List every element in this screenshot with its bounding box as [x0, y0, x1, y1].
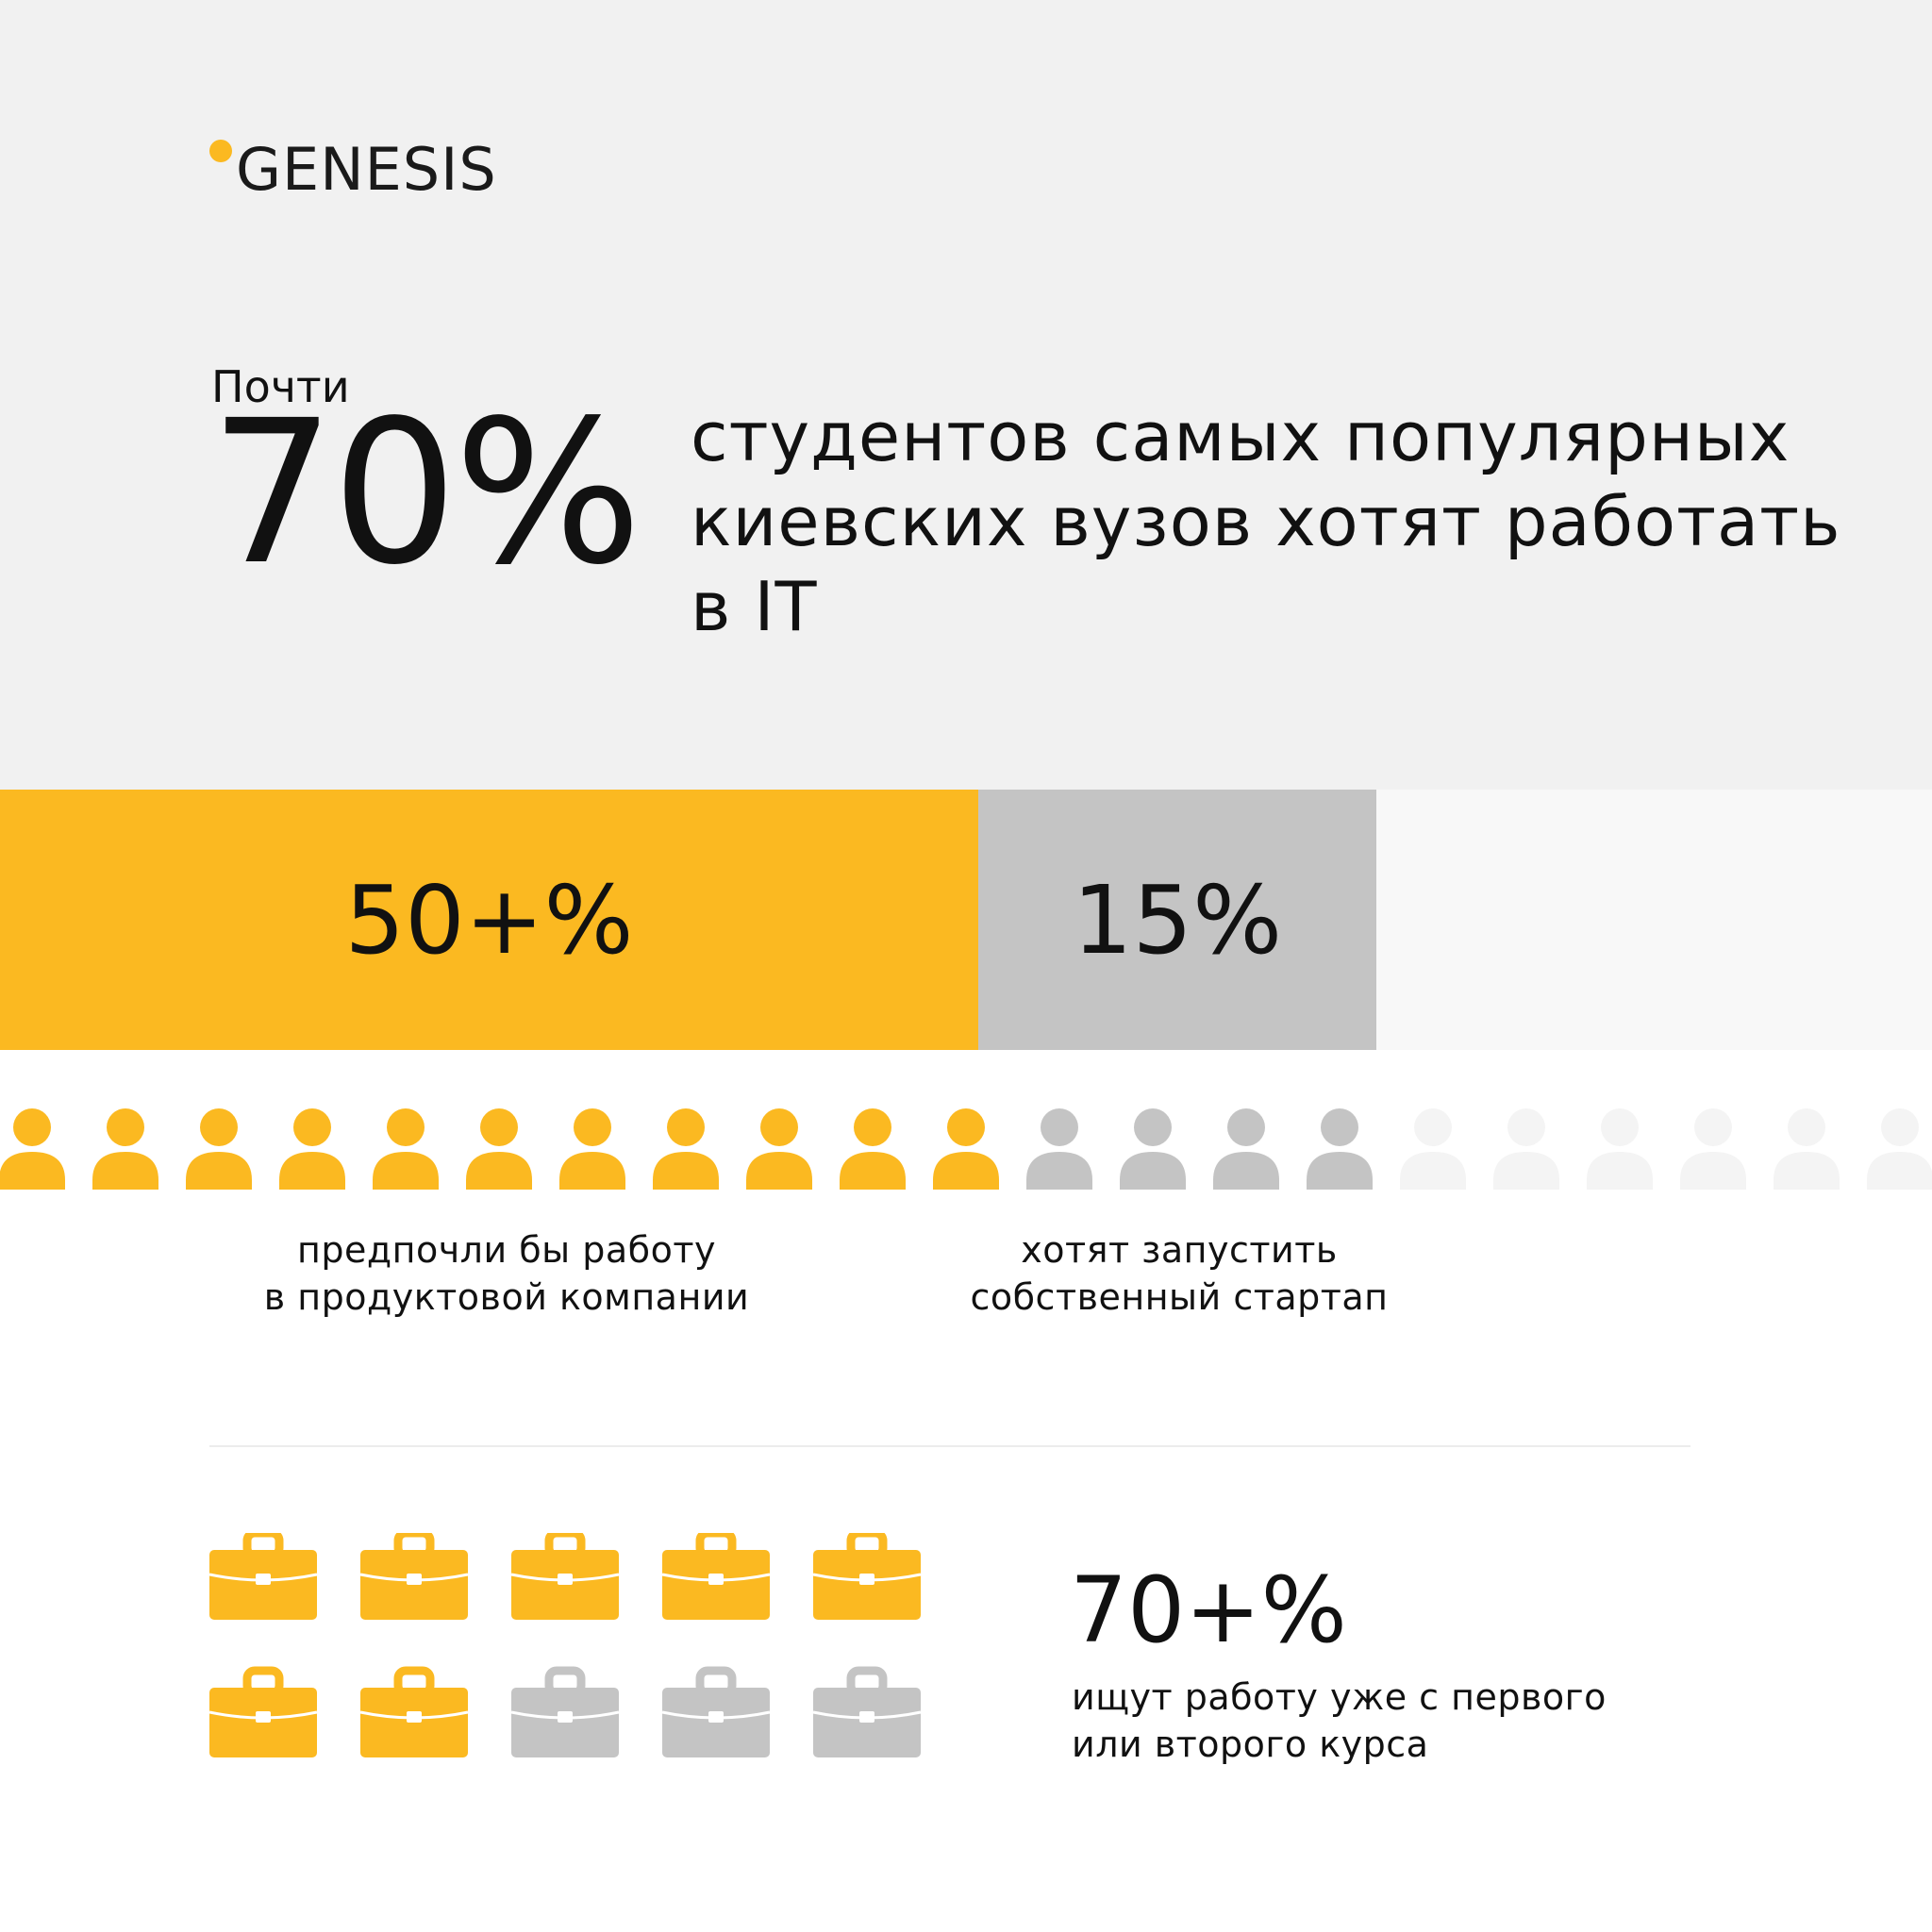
work-description-line: ищут работу уже с первого	[1072, 1676, 1607, 1718]
description-product-line: в продуктовой компании	[263, 1276, 750, 1318]
description-product: предпочли бы работу в продуктовой компани…	[224, 1226, 790, 1321]
bar-segment-rest	[1376, 790, 1932, 1050]
briefcase-icon	[359, 1533, 469, 1620]
section-divider	[209, 1445, 1690, 1447]
person-icon	[746, 1108, 812, 1190]
person-icon	[186, 1108, 252, 1190]
work-description-line: или второго курса	[1072, 1724, 1429, 1765]
work-description: ищут работу уже с первого или второго кур…	[1072, 1674, 1732, 1768]
person-icon	[1400, 1108, 1466, 1190]
briefcase-icon	[209, 1533, 318, 1620]
bar-segment-startup: 15%	[978, 790, 1376, 1050]
person-icon	[933, 1108, 999, 1190]
person-icon	[1307, 1108, 1373, 1190]
people-row	[0, 1108, 1932, 1190]
person-icon	[466, 1108, 532, 1190]
headline-text: студентов самых популярных киевских вузо…	[691, 397, 1841, 646]
logo-text: GENESIS	[236, 135, 497, 204]
genesis-logo: GENESIS	[209, 132, 496, 208]
description-product-line: предпочли бы работу	[297, 1229, 716, 1271]
person-icon	[1680, 1108, 1746, 1190]
work-percent: 70+%	[1070, 1557, 1347, 1663]
headline-percent: 70%	[209, 377, 642, 608]
person-icon	[92, 1108, 158, 1190]
bar-segment-product: 50+%	[0, 790, 978, 1050]
briefcase-icon	[510, 1533, 620, 1620]
person-icon	[1120, 1108, 1186, 1190]
briefcase-icon	[812, 1666, 922, 1757]
briefcase-icon	[359, 1666, 469, 1757]
description-startup: хотят запустить собственный стартап	[943, 1226, 1415, 1321]
person-icon	[373, 1108, 439, 1190]
header-panel	[0, 0, 1932, 790]
person-icon	[1493, 1108, 1559, 1190]
headline-prefix: Почти	[211, 361, 350, 412]
description-startup-line: собственный стартап	[970, 1276, 1389, 1318]
briefcase-icon	[661, 1666, 771, 1757]
person-icon	[559, 1108, 625, 1190]
person-icon	[1774, 1108, 1840, 1190]
person-icon	[0, 1108, 65, 1190]
person-icon	[1587, 1108, 1653, 1190]
person-icon	[653, 1108, 719, 1190]
briefcase-icon	[661, 1533, 771, 1620]
description-startup-line: хотят запустить	[1021, 1229, 1338, 1271]
briefcase-icon	[209, 1666, 318, 1757]
briefcase-icon	[812, 1533, 922, 1620]
person-icon	[1026, 1108, 1092, 1190]
person-icon	[279, 1108, 345, 1190]
person-icon	[1867, 1108, 1932, 1190]
briefcase-grid	[209, 1533, 922, 1757]
person-icon	[1213, 1108, 1279, 1190]
logo-dot-icon	[209, 140, 232, 162]
person-icon	[840, 1108, 906, 1190]
briefcase-icon	[510, 1666, 620, 1757]
